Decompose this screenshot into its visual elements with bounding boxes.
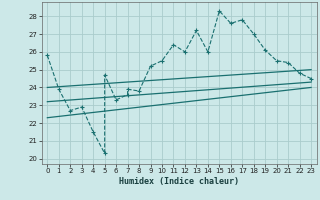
X-axis label: Humidex (Indice chaleur): Humidex (Indice chaleur) — [119, 177, 239, 186]
